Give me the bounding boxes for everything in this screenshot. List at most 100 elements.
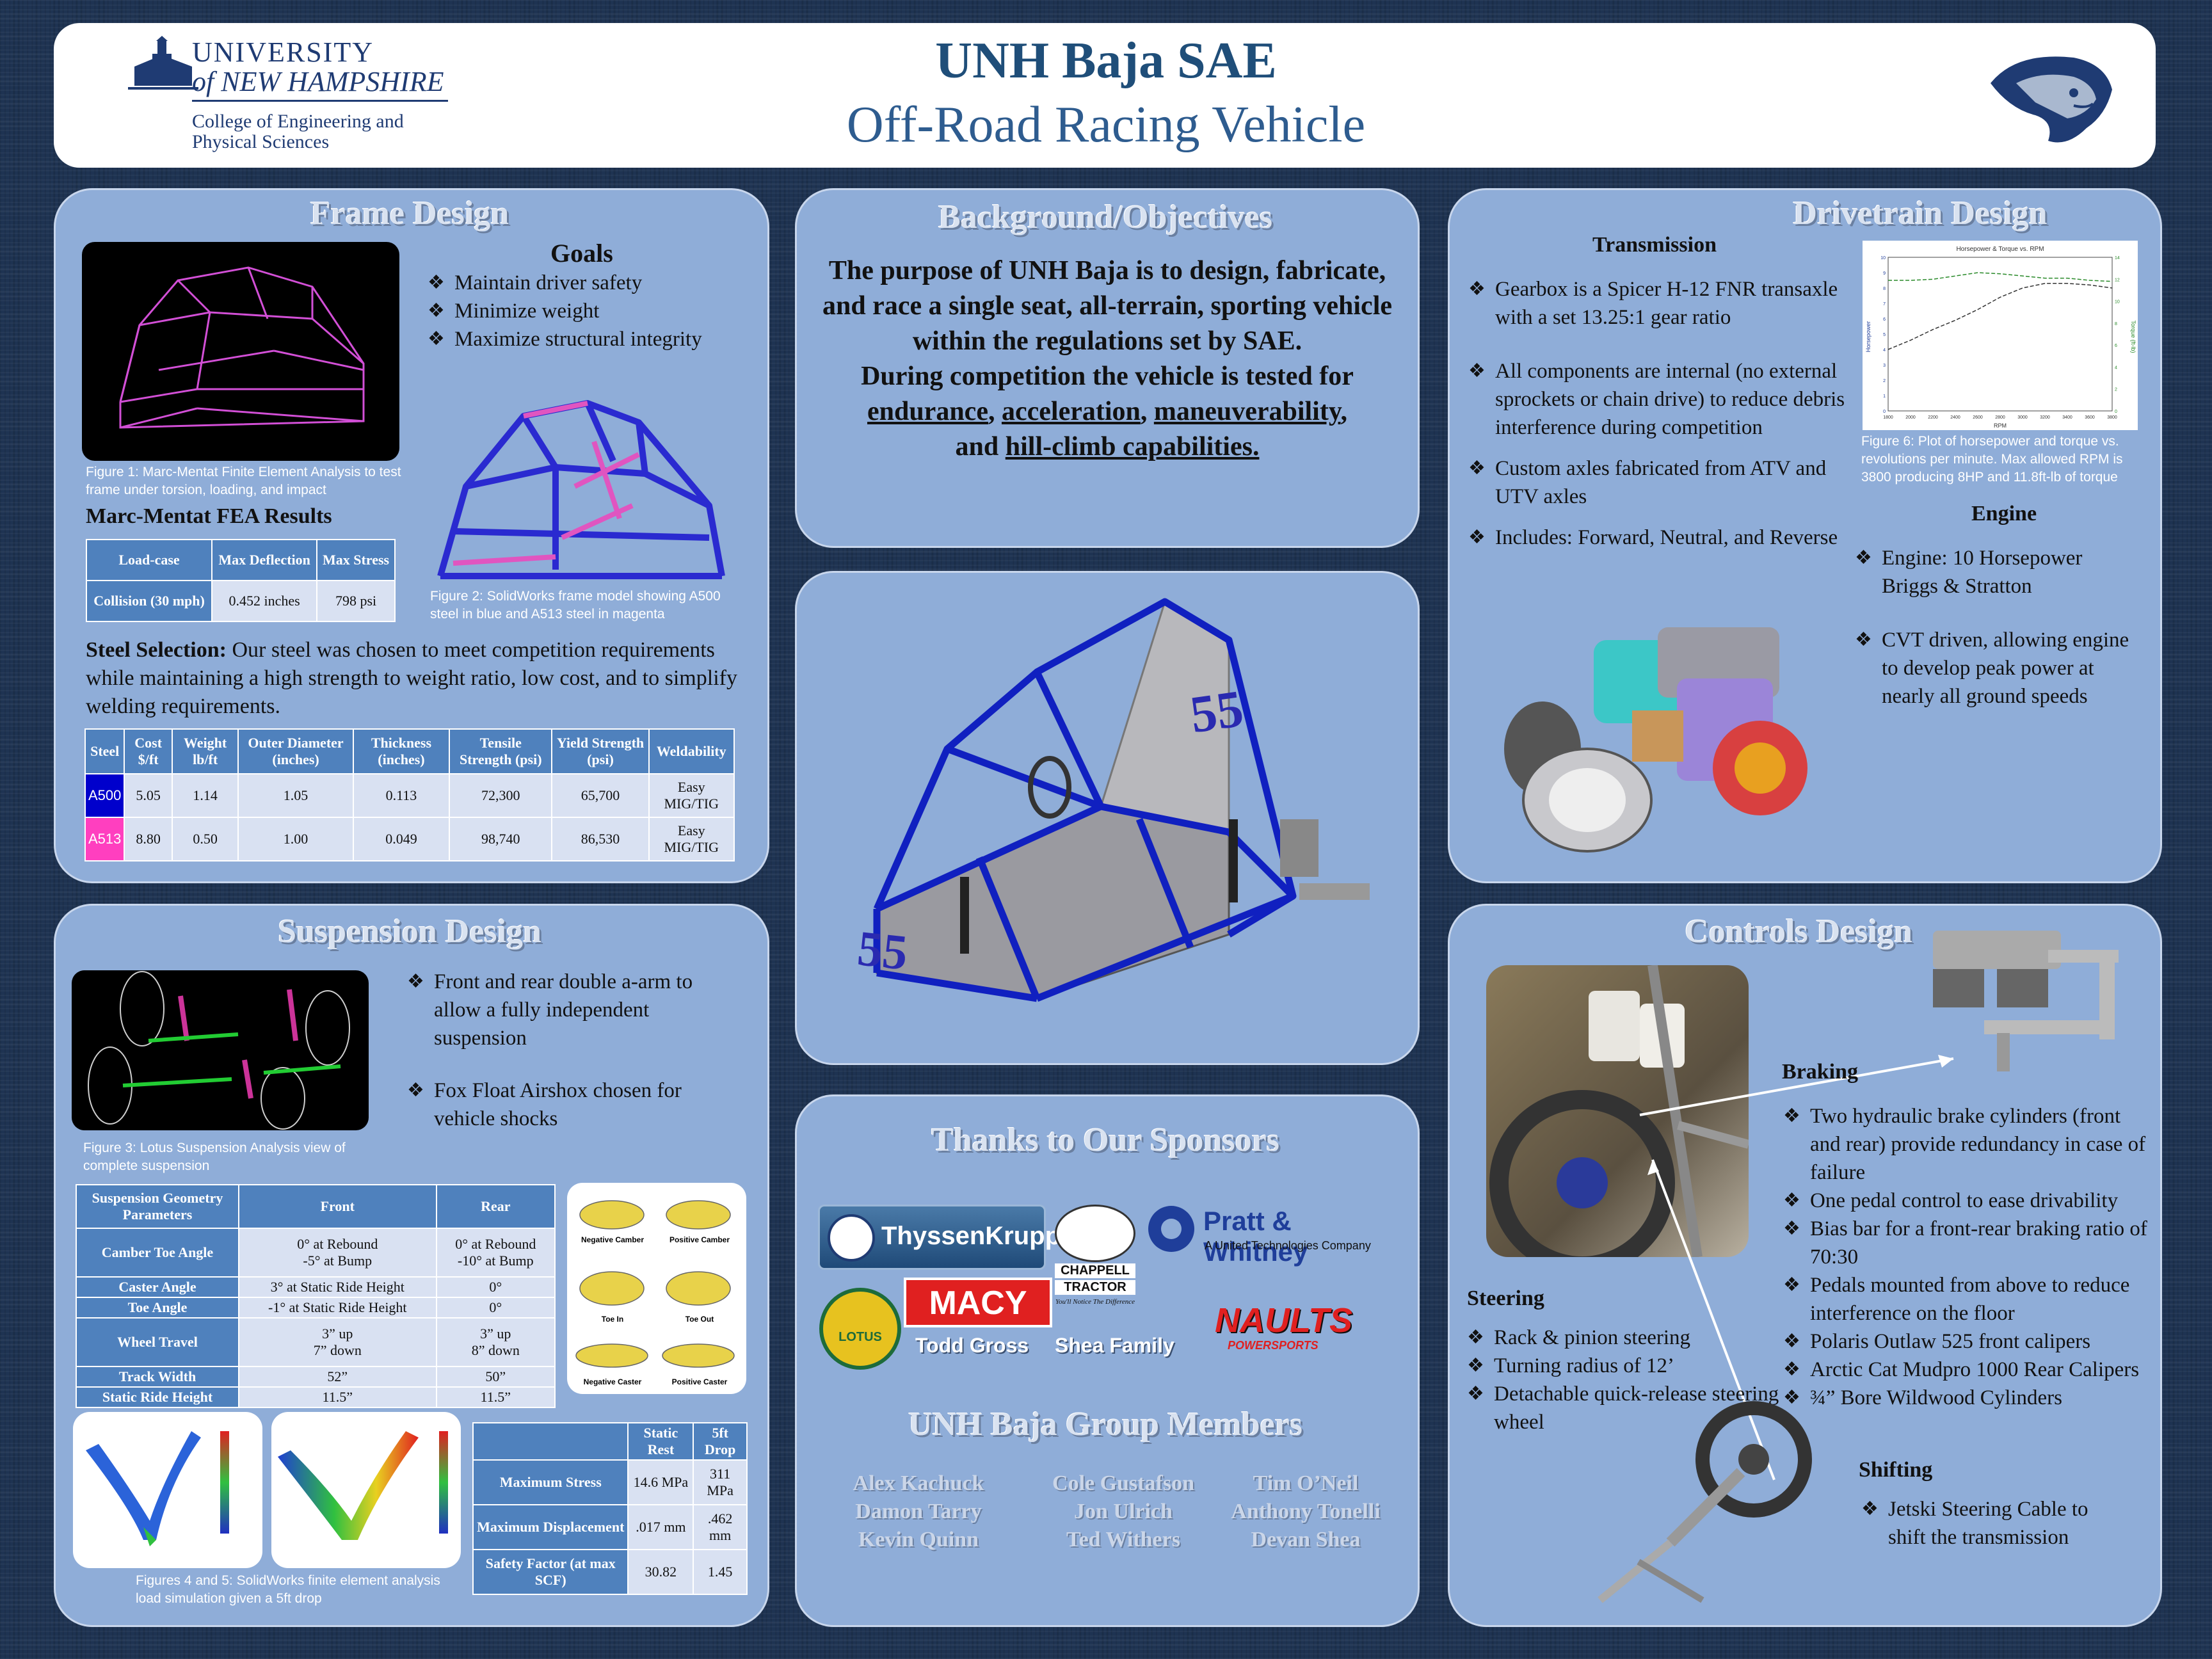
- sponsors-title: Thanks to Our Sponsors: [931, 1122, 1279, 1158]
- table-row: Safety Factor (at max SCF) 30.82 1.45: [472, 1549, 748, 1595]
- table-cell: Easy MIG/TIG: [648, 773, 735, 818]
- figure6-caption: Figure 6: Plot of horsepower and torque …: [1861, 434, 2123, 485]
- camber-label: Negative Camber: [581, 1235, 645, 1244]
- table-header-cell: Weldability: [648, 728, 735, 774]
- suspension-design-title: Suspension Design: [278, 913, 541, 950]
- table-cell: 3° at Static Ride Height: [238, 1276, 437, 1298]
- tractor-icon: [1055, 1205, 1135, 1262]
- members-title: UNH Baja Group Members: [908, 1406, 1302, 1443]
- braking-item: ❖ ¾” Bore Wildwood Cylinders: [1783, 1384, 2154, 1412]
- y-tick-label: 8: [1883, 287, 1886, 291]
- bullet-icon: ❖: [1783, 1190, 1800, 1211]
- table-cell: .462 mm: [693, 1504, 748, 1550]
- steering-column-image: [1562, 1395, 1818, 1613]
- camber-label: Negative Caster: [583, 1377, 642, 1386]
- table-header-cell: Outer Diameter (inches): [237, 728, 354, 774]
- transmission-list: ❖ Gearbox is a Spicer H-12 FNR transaxle …: [1468, 275, 1859, 552]
- braking-item: ❖ Bias bar for a front-rear braking ratio…: [1783, 1215, 2154, 1271]
- horsepower-series-line: [1887, 283, 2113, 350]
- table-header-cell: Tensile Strength (psi): [449, 728, 553, 774]
- bullet-icon: ❖: [428, 272, 445, 293]
- wildcat-mascot-icon: [1991, 56, 2112, 143]
- lotus-logo: LOTUS: [819, 1288, 901, 1370]
- naults-subtitle: POWERSPORTS: [1228, 1339, 1318, 1352]
- x-tick-label: 2200: [1928, 415, 1938, 420]
- arrow-head: [1938, 1055, 1953, 1068]
- table-cell: 1.14: [171, 773, 239, 818]
- header-banner: [54, 23, 2156, 168]
- y-tick-label: 7: [1883, 302, 1886, 307]
- table-cell: 5.05: [124, 773, 173, 818]
- table-header-cell: Rear: [435, 1184, 556, 1229]
- y2-tick-label: 14: [2115, 256, 2120, 260]
- hp-torque-chart: Horsepower & Torque vs. RPM RPM Horsepow…: [1863, 241, 2138, 430]
- x-tick-label: 2800: [1995, 415, 2005, 420]
- table-cell: 30.82: [627, 1549, 694, 1595]
- braking-item: ❖ Arctic Cat Mudpro 1000 Rear Calipers: [1783, 1356, 2154, 1384]
- transmission-item: ❖ Includes: Forward, Neutral, and Reverse: [1468, 524, 1859, 552]
- drivetrain-title: Drivetrain Design: [1793, 195, 2048, 232]
- table-header-row: Steel Cost $/ft Weight lb/ft Outer Diame…: [84, 728, 735, 774]
- table-row: Track Width 52” 50”: [76, 1366, 556, 1388]
- macy-text: MACY: [929, 1285, 1027, 1322]
- bullet-icon: ❖: [1467, 1355, 1484, 1376]
- braking-item: ❖ One pedal control to ease drivability: [1783, 1187, 2154, 1215]
- figure3-caption: Figure 3: Lotus Suspension Analysis view…: [83, 1141, 346, 1173]
- steel-a513-cell: A513: [84, 817, 125, 862]
- transmission-title: Transmission: [1592, 233, 1717, 257]
- chappell-tagline: You'll Notice The Difference: [1055, 1298, 1135, 1306]
- y2-tick-label: 0: [2115, 410, 2117, 414]
- university-name-line2: of NEW HAMPSHIRE: [192, 66, 444, 97]
- x-tick-label: 3800: [2107, 415, 2117, 420]
- steel-selection-text: Steel Selection: Our steel was chosen to…: [86, 636, 758, 721]
- table-cell: 3” up 8” down: [435, 1317, 556, 1367]
- table-cell: 0.50: [171, 817, 239, 862]
- table-cell: 0° at Rebound -10° at Bump: [435, 1228, 556, 1278]
- fea-results-title: Marc-Mentat FEA Results: [86, 504, 332, 528]
- member-name: Alex Kachuck: [853, 1471, 984, 1495]
- suspension-bullet: ❖ Front and rear double a-arm to allow a …: [407, 968, 740, 1052]
- steel-selection-label: Steel Selection:: [86, 638, 227, 662]
- y-tick-label: 6: [1883, 317, 1886, 322]
- table-row: Camber Toe Angle 0° at Rebound -5° at Bu…: [76, 1228, 556, 1278]
- logo-divider: [192, 100, 448, 102]
- bullet-icon: ❖: [407, 971, 424, 992]
- shifting-title: Shifting: [1859, 1458, 1933, 1482]
- y2-tick-label: 12: [2115, 278, 2120, 282]
- steering-title: Steering: [1467, 1286, 1544, 1310]
- camber-label: Toe In: [601, 1315, 624, 1324]
- naults-text: NAULTS: [1215, 1301, 1352, 1340]
- braking-item: ❖ Two hydraulic brake cylinders (front an…: [1783, 1102, 2154, 1187]
- frame-design-title: Frame Design: [310, 195, 509, 232]
- bullet-icon: ❖: [1467, 1383, 1484, 1404]
- fea-results-table: Load-case Max Deflection Max Stress Coll…: [85, 539, 396, 622]
- bullet-icon: ❖: [428, 300, 445, 321]
- goal-item: ❖ Maintain driver safety: [428, 269, 760, 297]
- shea-family-sponsor: Shea Family: [1055, 1334, 1174, 1357]
- lotus-suspension-image: [72, 970, 369, 1130]
- x-tick-label: 3000: [2017, 415, 2028, 420]
- steering-item: ❖ Turning radius of 12’: [1467, 1352, 1800, 1380]
- table-row: Toe Angle -1° at Static Ride Height 0°: [76, 1297, 556, 1318]
- y2-tick-label: 10: [2115, 300, 2120, 305]
- engine-item: ❖ Engine: 10 Horsepower Briggs & Stratton: [1855, 544, 2136, 600]
- table-cell: Collision (30 mph): [85, 580, 213, 622]
- table-header-cell: Weight lb/ft: [171, 728, 239, 774]
- bullet-icon: ❖: [1468, 458, 1486, 479]
- table-cell: 3” up 7” down: [238, 1317, 437, 1367]
- thyssenkrupp-logo: ThyssenKrupp: [818, 1205, 1061, 1270]
- poster-subtitle: Off-Road Racing Vehicle: [846, 97, 1366, 153]
- x-tick-label: 1800: [1883, 415, 1893, 420]
- table-cell: 52”: [238, 1366, 437, 1388]
- camber-label: Positive Caster: [671, 1377, 728, 1386]
- table-row: Wheel Travel 3” up 7” down 3” up 8” down: [76, 1317, 556, 1367]
- member-name: Jon Ulrich: [1074, 1500, 1173, 1523]
- members-column-2: Cole Gustafson Jon Ulrich Ted Withers: [1018, 1470, 1229, 1554]
- y2-tick-label: 6: [2115, 344, 2117, 348]
- table-cell: .017 mm: [627, 1504, 694, 1550]
- camber-label: Positive Camber: [669, 1235, 730, 1244]
- table-header-cell: Front: [238, 1184, 437, 1229]
- engine-item: ❖ CVT driven, allowing engine to develop …: [1855, 626, 2136, 710]
- table-header-row: Static Rest 5ft Drop: [472, 1422, 748, 1461]
- x-tick-label: 3400: [2062, 415, 2072, 420]
